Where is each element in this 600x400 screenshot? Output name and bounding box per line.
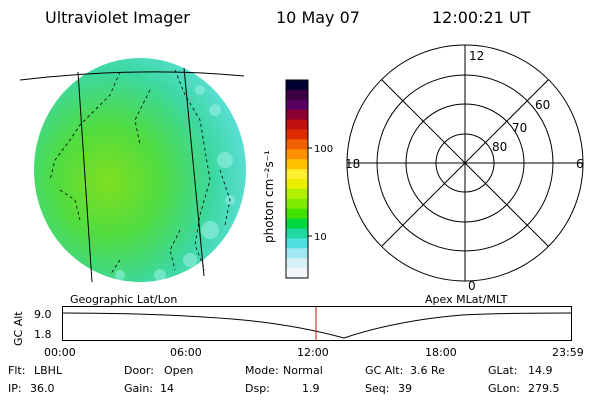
colorbar-segment [286, 109, 308, 121]
status-label: GLat: [488, 364, 518, 377]
status-label: Flt: [8, 364, 26, 377]
status-value: Normal [283, 364, 323, 377]
observation-date: 10 May 07 [276, 8, 360, 27]
coastline-overlay [49, 69, 231, 276]
status-value: 14.9 [528, 364, 553, 377]
colorbar-segment [286, 188, 308, 200]
time-tick: 12:00 [297, 346, 329, 359]
colorbar-segment [286, 238, 308, 249]
status-value: 279.5 [528, 382, 560, 395]
colorbar-unit-label: photon cm⁻²s⁻¹ [262, 150, 276, 243]
status-label: Mode: [245, 364, 279, 377]
status-value: 14 [160, 382, 174, 395]
time-tick: 18:00 [425, 346, 457, 359]
uv-image-panel [19, 58, 246, 283]
colorbar-segment [286, 258, 308, 269]
lat-label-70: 70 [512, 121, 527, 135]
colorbar-tick-label: 10 [314, 232, 327, 243]
polar-caption: Apex MLat/MLT [425, 293, 508, 306]
colorbar-tick-label: 100 [314, 144, 333, 155]
earth-disc-image [34, 58, 246, 282]
status-label: GLon: [488, 382, 520, 395]
colorbar-segment [286, 198, 308, 210]
time-tick: 23:59 [552, 346, 584, 359]
colorbar-segment [286, 268, 308, 279]
mlt-label-noon: 12 [469, 49, 484, 63]
colorbar-segment [286, 159, 308, 170]
disc-speckle [115, 85, 235, 281]
meridian-west [77, 71, 93, 283]
polar-plot: 12 18 6 0 60 70 80 [345, 44, 584, 293]
time-tick: 06:00 [170, 346, 202, 359]
altitude-ylabel: GC Alt [12, 311, 25, 346]
colorbar-segment [286, 248, 308, 259]
colorbar-segment [286, 80, 308, 91]
mlt-label-dawn: 6 [576, 157, 584, 171]
colorbar-segment [286, 89, 308, 101]
polar-diagonal [381, 79, 549, 247]
altitude-strip-plot [62, 306, 573, 341]
status-value: 39 [398, 382, 412, 395]
status-value: Open [164, 364, 194, 377]
lat-label-80: 80 [492, 140, 507, 154]
colorbar-segment [286, 228, 308, 239]
mlt-label-midnight: 0 [468, 279, 476, 293]
status-value: 3.6 Re [410, 364, 445, 377]
colorbar: 100 10 [285, 79, 333, 279]
colorbar-segment [286, 149, 308, 160]
meridian-east [183, 67, 205, 277]
colorbar-segment [286, 218, 308, 230]
altitude-strip-frame [62, 306, 572, 341]
instrument-title: Ultraviolet Imager [45, 8, 190, 27]
altitude-curve [62, 312, 573, 339]
colorbar-segment [286, 129, 308, 140]
colorbar-segment [286, 169, 308, 180]
status-label: GC Alt: [365, 364, 404, 377]
status-label: Dsp: [245, 382, 270, 395]
status-label: IP: [8, 382, 22, 395]
observation-time: 12:00:21 UT [432, 8, 531, 27]
colorbar-segment [286, 99, 308, 111]
status-label: Gain: [124, 382, 153, 395]
horizon-line [19, 71, 245, 81]
lat-label-60: 60 [535, 98, 550, 112]
colorbar-segment [286, 179, 308, 190]
status-value: LBHL [34, 364, 63, 377]
colorbar-frame [285, 79, 309, 279]
mlt-label-dusk: 18 [345, 157, 360, 171]
colorbar-gradient [286, 80, 308, 279]
colorbar-segment [286, 119, 308, 131]
time-tick: 00:00 [44, 346, 76, 359]
colorbar-segment [286, 208, 308, 220]
status-label: Door: [124, 364, 154, 377]
status-value: 1.9 [302, 382, 320, 395]
altitude-ytick-high: 9.0 [34, 308, 52, 321]
altitude-ytick-low: 1.8 [34, 328, 52, 341]
image-caption: Geographic Lat/Lon [70, 293, 178, 306]
status-value: 36.0 [30, 382, 55, 395]
colorbar-segment [286, 139, 308, 150]
status-label: Seq: [365, 382, 390, 395]
